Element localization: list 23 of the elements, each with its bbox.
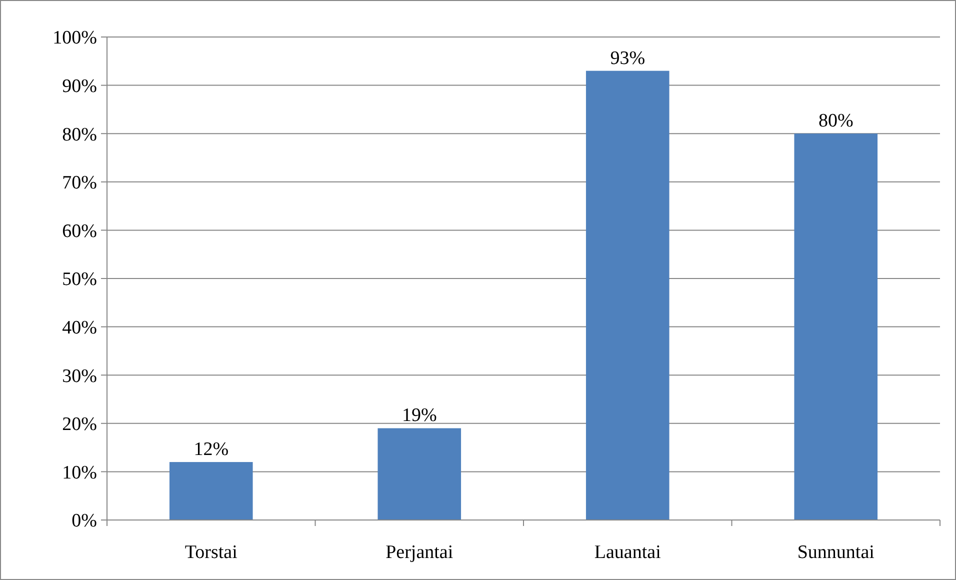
x-tick-label: Lauantai bbox=[594, 542, 661, 563]
data-label: 80% bbox=[818, 110, 854, 132]
y-tick-label: 40% bbox=[62, 317, 98, 338]
y-tick-label: 20% bbox=[62, 414, 98, 436]
y-tick-label: 30% bbox=[62, 366, 98, 387]
y-tick-label: 60% bbox=[62, 220, 98, 242]
bar bbox=[378, 428, 462, 520]
x-tick-label: Perjantai bbox=[386, 542, 454, 563]
x-tick-label: Sunnuntai bbox=[797, 542, 874, 563]
y-tick-label: 100% bbox=[52, 28, 98, 49]
data-label: 19% bbox=[402, 405, 437, 426]
data-label: 12% bbox=[194, 439, 229, 460]
bar bbox=[169, 462, 253, 520]
x-tick-label: Torstai bbox=[184, 542, 238, 563]
y-tick-label: 80% bbox=[62, 124, 98, 146]
y-tick-label: 10% bbox=[62, 462, 98, 484]
y-tick-label: 90% bbox=[62, 76, 98, 97]
bar bbox=[586, 70, 670, 520]
data-label: 93% bbox=[610, 48, 646, 69]
y-tick-label: 0% bbox=[72, 510, 98, 532]
y-tick-label: 50% bbox=[62, 269, 98, 290]
y-tick-label: 70% bbox=[62, 172, 98, 194]
bar bbox=[794, 134, 878, 520]
